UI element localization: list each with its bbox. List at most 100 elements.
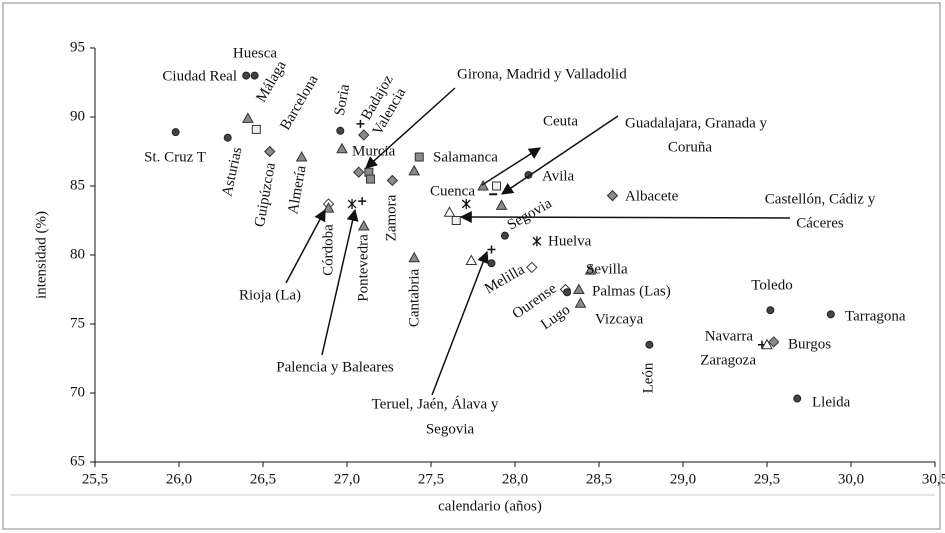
annotation: Segovia (426, 421, 475, 437)
y-tick-label: 65 (70, 453, 85, 469)
point-label: Tarragona (845, 308, 906, 324)
point-label: Murcia (352, 143, 396, 159)
point-label: Palmas (Las) (592, 283, 671, 299)
y-tick-label: 80 (70, 246, 85, 262)
point-label: Avila (542, 168, 575, 184)
annotation: Cáceres (796, 215, 844, 231)
annotation-arrow (365, 87, 456, 169)
point (572, 283, 585, 294)
point (500, 231, 509, 240)
point-label: Zaragoza (700, 352, 756, 368)
annotation: Coruña (668, 139, 713, 155)
point (356, 119, 365, 128)
y-tick-label: 90 (70, 108, 85, 124)
point-label: Sevilla (586, 261, 628, 277)
annotation-arrow (285, 208, 326, 284)
point (768, 336, 780, 348)
x-tick-label: 28,5 (586, 471, 612, 487)
x-tick-label: 30,5 (922, 471, 945, 487)
point (532, 236, 542, 247)
point-label: St. Cruz T (144, 149, 206, 165)
x-tick-label: 26,5 (250, 471, 276, 487)
point (793, 394, 802, 403)
point (526, 261, 538, 274)
point (353, 166, 365, 178)
point (461, 198, 471, 209)
point (495, 199, 508, 210)
point (386, 174, 399, 187)
x-tick-label: 29,0 (670, 471, 696, 487)
point (366, 174, 376, 184)
annotation-arrow (481, 147, 542, 186)
point-label: Cantabria (406, 269, 422, 328)
point (645, 340, 654, 349)
annotation: Palencia y Baleares (276, 359, 394, 375)
point-label: Soria (332, 83, 353, 117)
point (465, 254, 478, 266)
x-tick-label: 30,0 (838, 471, 864, 487)
point (408, 251, 421, 263)
x-tick-label: 27,5 (418, 471, 444, 487)
point-label: Lleida (812, 394, 851, 410)
point-label: Vizcaya (595, 311, 644, 327)
point (606, 189, 619, 202)
point (242, 71, 251, 80)
x-tick-label: 29,5 (754, 471, 780, 487)
point (761, 338, 773, 350)
point (574, 297, 587, 308)
point (487, 259, 496, 268)
x-axis-label: calendario (años) (438, 498, 542, 514)
annotation: Castellón, Cádiz y (765, 191, 876, 207)
point-label: Córdoba (320, 224, 336, 276)
point-label: Salamanca (433, 149, 498, 165)
point-label: Navarra (705, 328, 754, 344)
point (358, 129, 370, 141)
point (477, 179, 489, 191)
point (336, 126, 345, 135)
point-label: Huelva (548, 233, 592, 249)
annotation: Ceuta (543, 113, 578, 129)
annotation: Teruel, Jaén, Álava y (372, 395, 499, 412)
annotation-arrow (431, 250, 489, 396)
point (250, 71, 259, 80)
y-tick-label: 70 (70, 384, 85, 400)
point (223, 133, 232, 142)
point (242, 112, 254, 123)
point-label: Albacete (625, 188, 679, 204)
x-tick-label: 25,5 (82, 471, 108, 487)
annotation: Girona, Madrid y Valladolid (457, 66, 627, 82)
point-label: Cuenca (430, 183, 475, 199)
point (584, 264, 597, 275)
point-label: Huesca (233, 45, 277, 61)
point-label: Pontevedra (355, 234, 371, 302)
x-tick-label: 27,0 (334, 471, 360, 487)
point (251, 124, 261, 134)
y-axis-label: intensidad (%) (33, 211, 49, 299)
y-tick-label: 85 (70, 177, 85, 193)
annotation: Guadalajara, Granada y (625, 115, 768, 131)
point (826, 310, 835, 319)
point (357, 219, 370, 231)
point (414, 152, 424, 162)
point (264, 145, 276, 158)
point (171, 128, 180, 137)
annotation-arrow (501, 115, 619, 195)
point (443, 206, 456, 217)
point-label: Burgos (788, 336, 831, 352)
annotation: Rioja (La) (239, 287, 301, 303)
x-tick-label: 28,0 (502, 471, 528, 487)
point (487, 245, 496, 254)
point (492, 181, 502, 191)
point-label: Ciudad Real (162, 68, 237, 84)
point (358, 197, 367, 206)
point (295, 150, 308, 162)
point-label: Zamora (383, 194, 399, 241)
x-tick-label: 26,0 (166, 471, 192, 487)
point (563, 288, 572, 297)
point (408, 164, 421, 176)
point (451, 216, 461, 225)
point-label: Toledo (751, 277, 792, 293)
y-tick-label: 75 (70, 315, 85, 331)
